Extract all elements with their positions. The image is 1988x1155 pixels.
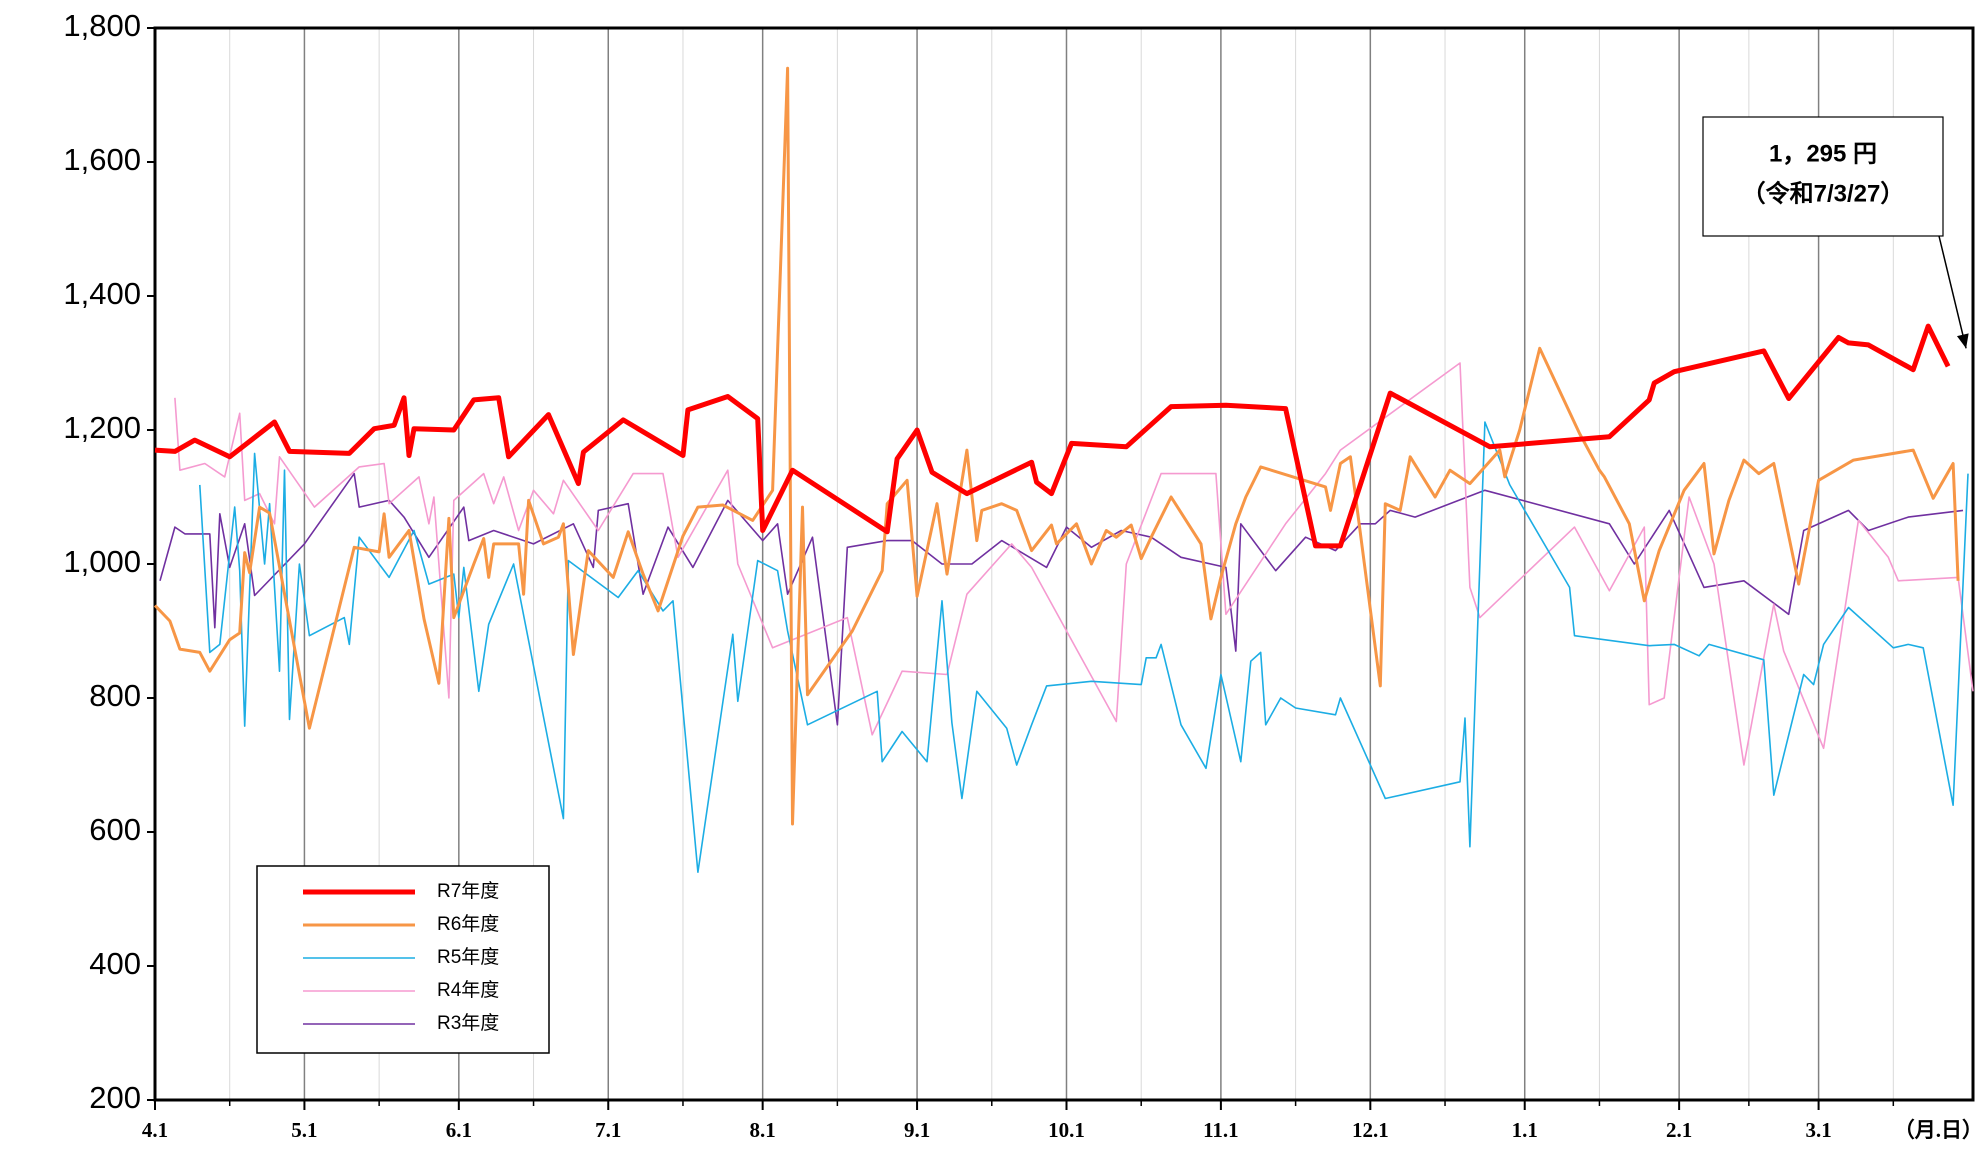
annotation-text: （令和7/3/27） (1742, 179, 1905, 207)
x-tick-label: 6.1 (446, 1118, 472, 1142)
series-line (154, 323, 1951, 549)
annotation-arrow (1938, 235, 1967, 349)
series-line (199, 421, 1969, 873)
annotation-arrowhead (1956, 333, 1969, 349)
legend-label: R6年度 (437, 913, 499, 935)
y-tick-label: 1,000 (63, 544, 141, 579)
legend-label: R5年度 (437, 946, 499, 968)
y-tick-label: 400 (89, 946, 141, 981)
y-tick-label: 200 (89, 1080, 141, 1115)
series-line (174, 362, 1974, 766)
x-tick-label: 8.1 (750, 1118, 776, 1142)
x-tick-label: 2.1 (1666, 1118, 1692, 1142)
legend-label: R4年度 (437, 979, 499, 1001)
series-line (159, 472, 1964, 726)
legend-box (256, 865, 550, 1054)
y-tick-label: 1,400 (63, 276, 141, 311)
annotation-text: 1，295 円 (1769, 140, 1877, 167)
annotation-box (1702, 116, 1944, 237)
y-tick-label: 600 (89, 812, 141, 847)
legend-label: R7年度 (437, 880, 499, 902)
x-tick-label: 5.1 (291, 1118, 317, 1142)
legend-label: R3年度 (437, 1012, 499, 1034)
x-tick-label: 12.1 (1352, 1118, 1389, 1142)
x-tick-label: 10.1 (1048, 1118, 1085, 1142)
y-tick-label: 1,600 (63, 142, 141, 177)
x-tick-label: 1.1 (1512, 1118, 1538, 1142)
series-line (153, 66, 1960, 826)
x-tick-label: 9.1 (904, 1118, 930, 1142)
x-tick-label: 3.1 (1805, 1118, 1831, 1142)
y-tick-label: 1,800 (63, 8, 141, 43)
x-tick-label: 4.1 (142, 1118, 168, 1142)
x-tick-label: 11.1 (1203, 1118, 1239, 1142)
x-tick-label: 7.1 (595, 1118, 621, 1142)
x-axis-label: （月.日） (1894, 1118, 1983, 1142)
y-tick-label: 800 (89, 678, 141, 713)
y-tick-label: 1,200 (63, 410, 141, 445)
